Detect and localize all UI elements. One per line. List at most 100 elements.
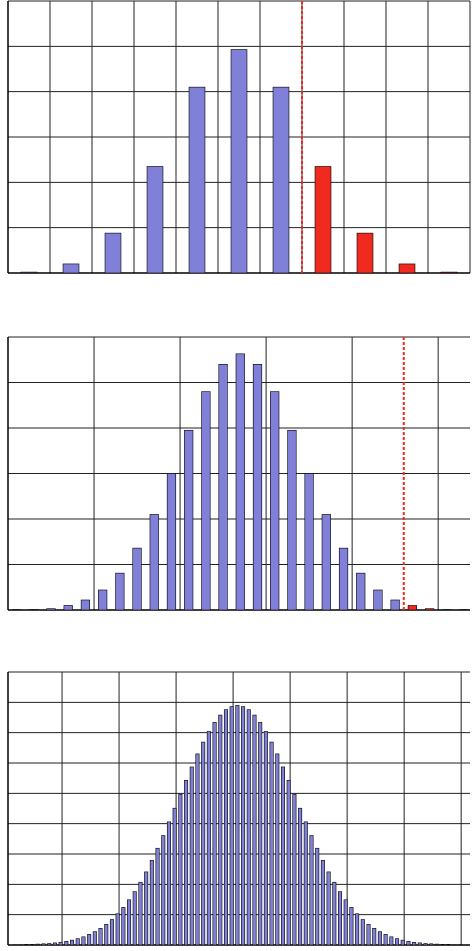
bar (338, 547, 349, 611)
bar (389, 936, 394, 946)
bar (412, 941, 417, 946)
bar (115, 572, 125, 611)
bar (417, 942, 422, 946)
bar (121, 907, 126, 946)
bar (235, 705, 240, 946)
bar (337, 891, 343, 946)
bar (434, 943, 439, 946)
bar (138, 881, 143, 946)
bar (30, 944, 35, 946)
bar (58, 941, 63, 946)
bar (366, 924, 371, 946)
bar (270, 391, 280, 611)
bar (377, 931, 382, 946)
bar (241, 706, 246, 946)
bar (188, 86, 206, 274)
bar (440, 944, 445, 946)
bar (298, 807, 303, 946)
bar (252, 363, 263, 611)
bar (64, 941, 69, 946)
bar (47, 943, 52, 946)
bar (446, 944, 451, 946)
bar (440, 271, 458, 274)
bar (356, 232, 374, 274)
bar (355, 913, 360, 946)
bar (35, 943, 40, 946)
bar (360, 919, 365, 946)
bar (20, 271, 38, 274)
bar (252, 714, 257, 946)
bar (424, 608, 435, 611)
bar (144, 871, 149, 946)
bar (184, 779, 189, 946)
bar (132, 547, 142, 611)
bar (92, 931, 97, 946)
bar (356, 572, 366, 611)
bar (132, 891, 137, 946)
bar (212, 722, 217, 946)
bar (70, 939, 75, 946)
bar (201, 391, 211, 611)
bar (235, 353, 245, 611)
bar (326, 871, 331, 946)
bar (195, 753, 200, 946)
bar (442, 609, 452, 611)
bar (263, 731, 268, 946)
bar (230, 49, 248, 274)
bar (275, 753, 280, 946)
bar (280, 766, 285, 946)
bar (184, 429, 194, 611)
bar (423, 943, 428, 946)
bar (201, 741, 206, 946)
bar (172, 807, 177, 946)
bar (223, 709, 228, 946)
bar (269, 741, 274, 946)
bar (286, 779, 291, 946)
bar (104, 232, 122, 274)
bar (400, 939, 405, 946)
bar (63, 605, 73, 611)
bar (383, 934, 388, 946)
bar (395, 938, 400, 946)
bar (343, 899, 348, 946)
bar (321, 514, 331, 611)
bar (407, 605, 417, 611)
bar (98, 928, 103, 946)
bar (406, 941, 411, 946)
bar (80, 599, 91, 611)
bar (12, 609, 22, 611)
bar (146, 166, 164, 274)
bar (303, 821, 308, 946)
bar (373, 589, 383, 611)
bar (218, 714, 223, 946)
bar (29, 609, 39, 611)
bar (81, 936, 86, 946)
bar (315, 847, 320, 946)
bar (115, 913, 120, 946)
bar (189, 766, 194, 946)
bar (41, 943, 46, 946)
bar (104, 924, 109, 946)
bar (349, 907, 354, 946)
bar (429, 943, 434, 946)
bar (52, 942, 57, 946)
bar (272, 86, 290, 274)
bar (304, 473, 314, 611)
bar (13, 944, 18, 946)
bar (390, 599, 400, 611)
bar (109, 919, 114, 946)
bar (62, 263, 80, 274)
bar (287, 429, 297, 611)
bar (314, 166, 332, 274)
bar (127, 899, 132, 946)
bar (229, 706, 234, 946)
bar (161, 835, 166, 946)
bar (46, 608, 56, 611)
bar (332, 881, 337, 946)
bar (457, 944, 462, 946)
bar (292, 793, 297, 946)
bar (309, 835, 314, 946)
bar (372, 928, 377, 946)
